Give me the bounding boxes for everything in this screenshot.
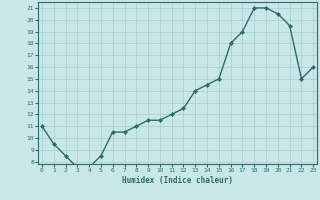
X-axis label: Humidex (Indice chaleur): Humidex (Indice chaleur)	[122, 176, 233, 185]
